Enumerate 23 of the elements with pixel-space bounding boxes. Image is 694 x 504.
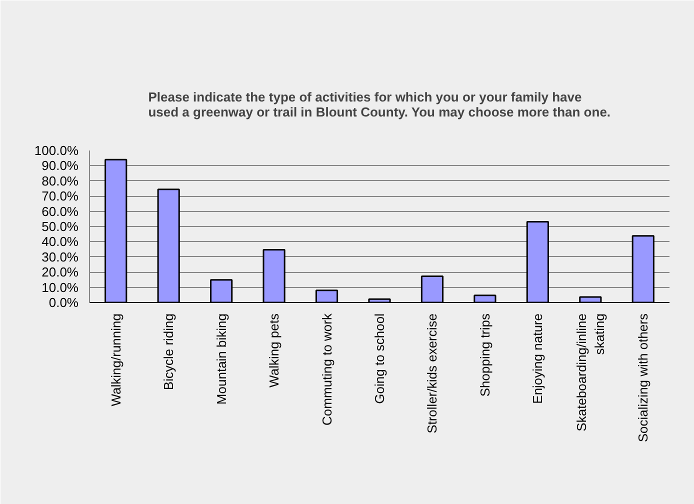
x-tick-label: Shopping trips [477,313,492,397]
x-tick-label: Skateboarding/inline skating [574,313,607,432]
x-tick-label: Walking pets [266,313,282,388]
y-tick-label: 10.0% [42,280,79,295]
x-tick-label: Going to school [372,313,387,404]
x-tick-label: Socializing with others [636,313,651,442]
y-tick-label: 80.0% [42,173,79,188]
y-tick-label: 60.0% [42,204,79,219]
x-tick-label: Commuting to work [319,313,334,426]
chart-title: Please indicate the type of activities for which you or your family have used a greenway or trail in Blount County. You may choose more than one. [148,90,611,120]
y-tick-label: 40.0% [42,234,79,250]
x-tick-label: Walking/running [108,314,124,406]
x-tick-label: Mountain biking [214,313,229,405]
y-tick-label: 50.0% [42,219,79,234]
y-tick-label: 90.0% [42,158,79,174]
y-tick-label: 100.0% [34,143,79,158]
x-tick-label: Bicycle riding [161,313,176,390]
y-tick-label: 20.0% [42,264,79,280]
y-tick-label: 70.0% [42,188,79,204]
y-tick-label: 30.0% [42,249,79,264]
y-tick-label: 0.0% [48,295,79,310]
x-tick-label: Stroller/kids exercise [424,313,440,434]
x-tick-label: Enjoying nature [530,313,546,404]
